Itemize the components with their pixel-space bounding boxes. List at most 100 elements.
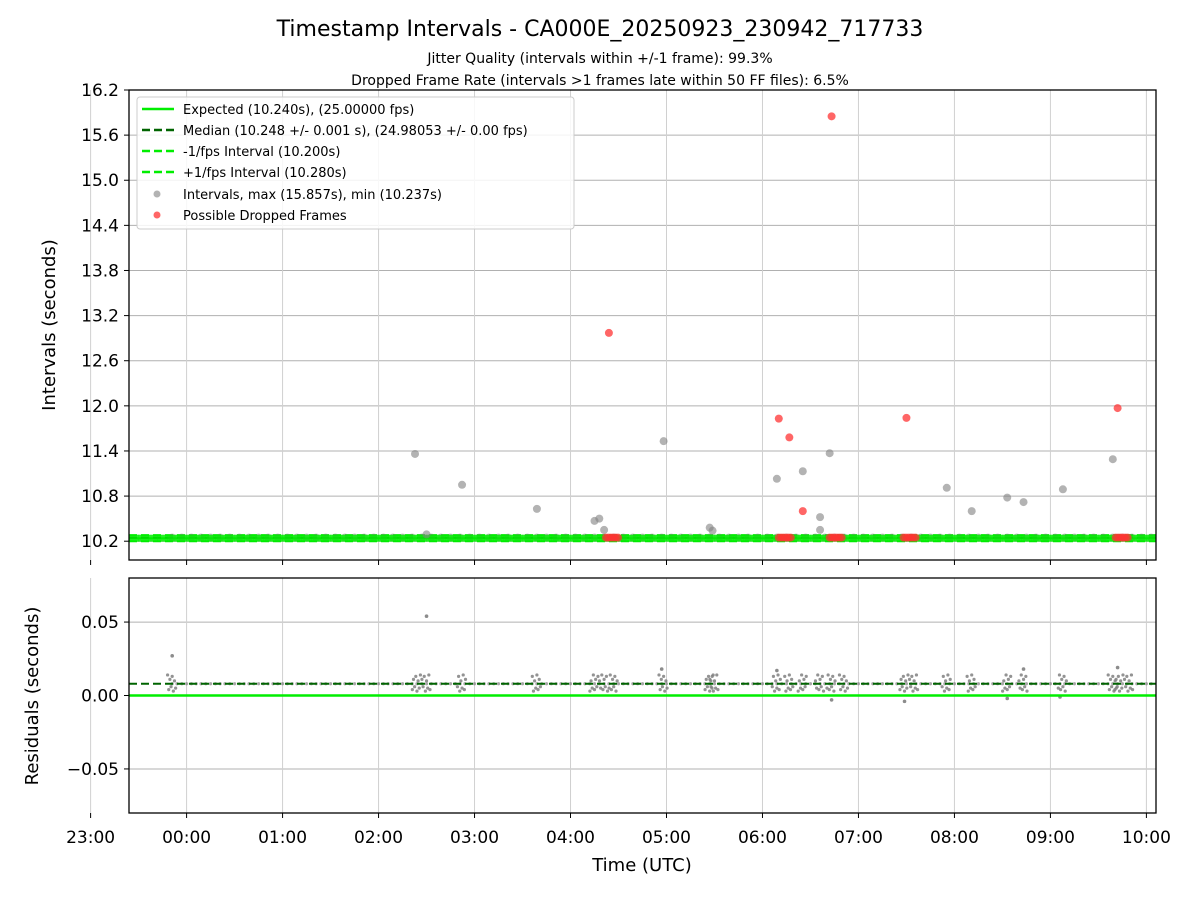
residual-point <box>1056 686 1060 690</box>
legend-dropped-label: Possible Dropped Frames <box>183 209 347 224</box>
residual-point <box>827 688 831 692</box>
interval-point <box>816 513 825 522</box>
interval-point <box>1019 498 1028 507</box>
residual-point <box>411 677 416 681</box>
dropped-frame-point <box>902 413 911 422</box>
legend-intervals-label: Intervals, max (15.857s), min (10.237s) <box>183 188 442 203</box>
residual-point <box>1107 688 1111 692</box>
residual-point <box>783 674 787 679</box>
interval-point <box>825 449 834 458</box>
residual-point <box>1024 674 1028 679</box>
residual-point <box>612 685 616 689</box>
intervals-y-tick-label: 15.0 <box>81 171 119 191</box>
residual-point <box>304 682 309 686</box>
x-tick-label: 09:00 <box>1026 828 1075 848</box>
residual-point <box>796 689 800 693</box>
residual-point <box>817 688 821 692</box>
intervals-y-ticks: 10.2 10.8 11.4 12.0 12.6 13.2 13.8 14.4 15.0 15.6… <box>81 81 129 552</box>
residual-point <box>280 682 285 686</box>
residual-point <box>1004 673 1008 677</box>
residual-point <box>786 686 790 690</box>
residual-point <box>972 677 976 681</box>
residual-point <box>1024 682 1029 686</box>
residual-point <box>880 682 885 686</box>
residual-point <box>709 685 713 689</box>
residual-point <box>1128 686 1132 690</box>
residual-point <box>448 682 453 686</box>
x-tick-label: 23:00 <box>66 828 115 848</box>
residual-point <box>909 685 913 689</box>
x-tick-label: 03:00 <box>450 828 499 848</box>
residual-point <box>427 673 431 677</box>
residual-point <box>428 688 432 692</box>
intervals-y-tick-label: 10.8 <box>81 487 119 507</box>
residual-point <box>534 686 538 690</box>
x-tick-label: 01:00 <box>258 828 307 848</box>
intervals-x-tick-marks <box>90 560 1147 565</box>
residual-point <box>328 682 333 686</box>
x-tick-label: 06:00 <box>738 828 787 848</box>
residual-point <box>736 682 741 686</box>
residual-point <box>800 673 804 677</box>
residuals-y-tick-label: 0.00 <box>81 687 119 707</box>
residuals-grid <box>90 578 1156 813</box>
residual-point <box>1058 688 1063 692</box>
residual-point <box>776 673 780 677</box>
x-tick-label: 08:00 <box>930 828 979 848</box>
residual-point <box>798 686 803 690</box>
residual-point <box>904 682 909 686</box>
intervals-y-axis-label: Intervals (seconds) <box>39 239 60 411</box>
residual-point <box>657 673 661 677</box>
residual-point <box>1063 689 1067 693</box>
residual-point <box>592 688 597 692</box>
interval-point <box>595 514 604 523</box>
residual-point <box>1096 682 1101 686</box>
residual-point <box>1125 674 1129 679</box>
residual-point <box>840 677 844 681</box>
residual-point <box>1120 682 1125 686</box>
residual-point <box>856 682 861 686</box>
residual-point <box>165 673 170 677</box>
residual-point <box>1021 667 1026 671</box>
residual-point <box>424 679 429 683</box>
dropped-frame-point <box>786 533 795 542</box>
legend-median-label: Median (10.248 +/- 0.001 s), (24.98053 +… <box>183 124 528 139</box>
residuals-y-tick-label: −0.05 <box>67 760 119 780</box>
residual-point <box>604 674 609 679</box>
residual-point <box>1002 679 1006 683</box>
residual-point <box>715 673 719 677</box>
intervals-y-tick-label: 12.0 <box>81 397 119 417</box>
residual-point <box>1124 685 1128 689</box>
residual-point <box>595 685 599 689</box>
residual-point <box>601 688 605 692</box>
residual-point <box>1062 674 1066 679</box>
legend-lower-label: -1/fps Interval (10.200s) <box>183 145 340 160</box>
residual-point <box>533 679 537 683</box>
residual-point <box>940 685 944 689</box>
interval-point <box>532 504 541 513</box>
residual-point <box>172 679 177 683</box>
residual-point <box>803 685 807 689</box>
residual-point <box>463 677 468 681</box>
residual-point <box>706 674 711 679</box>
residual-point <box>912 679 916 683</box>
residual-point <box>414 674 418 679</box>
intervals-y-tick-label: 16.2 <box>81 81 119 101</box>
residual-point <box>1113 688 1117 692</box>
residual-point <box>784 682 789 686</box>
residual-point <box>843 689 847 693</box>
residual-point <box>714 686 718 690</box>
residual-point <box>659 677 663 681</box>
intervals-y-tick-label: 10.2 <box>81 532 119 552</box>
x-tick-label: 02:00 <box>354 828 403 848</box>
residual-point <box>906 673 910 677</box>
residual-point <box>614 689 618 693</box>
residual-point <box>1001 689 1005 693</box>
residual-point <box>536 688 540 692</box>
residual-point <box>973 685 977 689</box>
residual-point <box>944 679 948 683</box>
residual-point <box>1114 677 1118 681</box>
residual-point <box>607 686 611 690</box>
residual-point <box>914 673 919 677</box>
residual-point <box>902 689 907 693</box>
